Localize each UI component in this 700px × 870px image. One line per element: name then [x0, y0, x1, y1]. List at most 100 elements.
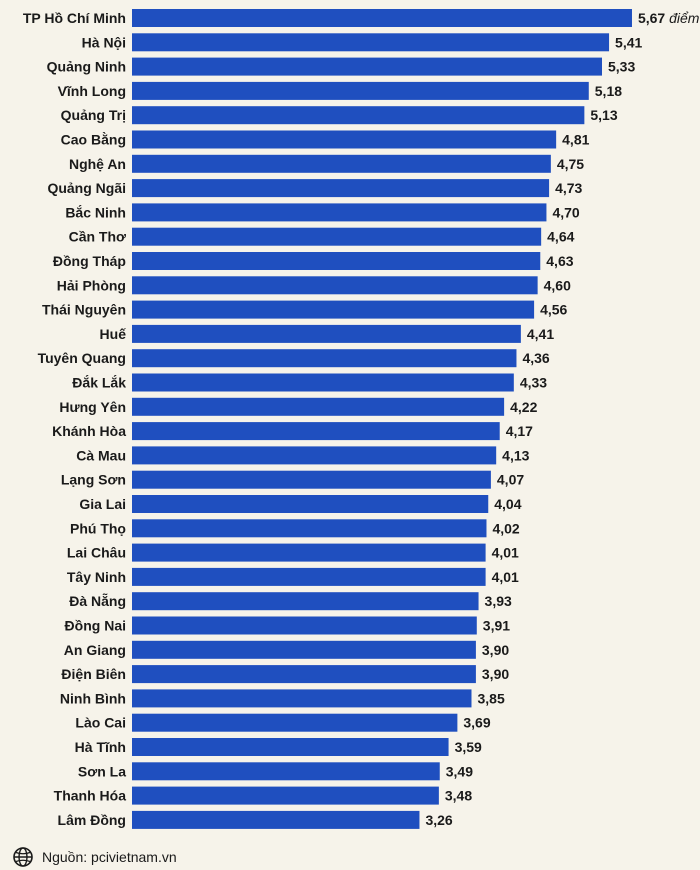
bar: [132, 397, 505, 416]
bar: [132, 495, 489, 513]
globe-icon: [13, 847, 33, 867]
value-label: 4,81: [562, 132, 589, 148]
category-label: Nghệ An: [69, 156, 126, 172]
bar: [132, 33, 610, 52]
bar: [132, 81, 589, 100]
value-label: 4,02: [492, 520, 519, 536]
bar: [132, 665, 476, 684]
category-label: Hưng Yên: [59, 399, 126, 415]
category-label: Thanh Hóa: [54, 788, 127, 804]
value-label: 4,41: [527, 326, 554, 342]
bar: [132, 227, 542, 246]
value-label: 3,48: [445, 788, 472, 804]
category-label: Hà Nội: [82, 34, 126, 50]
value-label: 4,73: [555, 180, 582, 196]
category-label: Quảng Ngãi: [47, 180, 126, 196]
bar: [132, 446, 497, 465]
bar: [132, 276, 538, 295]
value-label: 4,33: [520, 375, 547, 391]
bar: [132, 689, 472, 708]
value-label: 4,17: [506, 423, 533, 439]
category-label: Đắk Lắk: [72, 374, 126, 391]
category-label: Lâm Đồng: [58, 812, 126, 828]
value-label: 5,18: [595, 83, 622, 99]
category-label: Huế: [100, 326, 127, 342]
category-label: An Giang: [64, 642, 126, 658]
bar: [132, 519, 487, 538]
category-label: Gia Lai: [79, 496, 126, 512]
category-label: Lai Châu: [67, 545, 126, 561]
bar: [132, 252, 541, 270]
value-label: 4,01: [492, 545, 519, 561]
bar: [132, 179, 550, 198]
category-label: Bắc Ninh: [65, 203, 126, 220]
category-label: Khánh Hòa: [52, 423, 126, 439]
value-label: 4,60: [544, 277, 571, 293]
category-label: Vĩnh Long: [58, 83, 126, 99]
category-label: Hà Tĩnh: [75, 739, 126, 755]
category-label: Sơn La: [78, 763, 126, 779]
value-label: 3,69: [463, 715, 490, 731]
value-label: 5,13: [590, 107, 617, 123]
value-label: 5,67 điểm: [638, 10, 700, 26]
bar: [132, 567, 486, 586]
value-label: 3,49: [446, 763, 473, 779]
category-label: Quảng Trị: [61, 107, 126, 123]
category-label: Tuyên Quang: [38, 350, 126, 366]
bar: [132, 810, 420, 829]
value-label: 4,04: [494, 496, 521, 512]
bar: [132, 762, 440, 781]
bar: [132, 616, 477, 635]
value-label: 4,63: [546, 253, 573, 269]
value-label: 5,33: [608, 59, 635, 75]
bar: [132, 154, 551, 173]
category-label: Tây Ninh: [67, 569, 126, 585]
value-label: 4,56: [540, 302, 567, 318]
category-label: TP Hồ Chí Minh: [23, 10, 126, 26]
category-label: Ninh Bình: [60, 690, 126, 706]
bar: [132, 713, 458, 732]
bar: [132, 57, 602, 76]
bar: [132, 543, 486, 562]
value-label: 4,13: [502, 447, 529, 463]
value-label: 4,07: [497, 472, 524, 488]
category-label: Cao Bằng: [61, 131, 126, 148]
bar-chart: TP Hồ Chí Minh 5,67 điểm Hà Nội 5,41 Quảng N…: [23, 9, 700, 829]
bar: [132, 422, 500, 441]
value-label: 3,85: [477, 690, 504, 706]
category-label: Đồng Nai: [65, 618, 126, 634]
bar: [132, 130, 557, 149]
category-label: Đà Nẵng: [69, 592, 126, 609]
bar: [132, 324, 521, 343]
bar: [132, 203, 547, 222]
bar: [132, 640, 476, 659]
category-label: Cà Mau: [76, 447, 126, 463]
bar: [132, 349, 517, 368]
source-text: Nguồn: pcivietnam.vn: [42, 849, 177, 865]
value-label: 3,26: [425, 812, 452, 828]
bar: [132, 373, 514, 392]
value-label: 4,64: [547, 229, 574, 245]
value-label: 3,90: [482, 666, 509, 682]
category-label: Cần Thơ: [69, 229, 126, 245]
category-label: Quảng Ninh: [47, 59, 126, 75]
source-line: Nguồn: pcivietnam.vn: [12, 846, 177, 868]
value-label: 4,22: [510, 399, 537, 415]
category-label: Thái Nguyên: [42, 302, 126, 318]
bar: [132, 9, 632, 27]
category-label: Lào Cai: [75, 715, 126, 731]
bar: [132, 470, 491, 489]
bar: [132, 300, 535, 319]
value-unit: điểm: [665, 10, 700, 26]
bar: [132, 592, 479, 611]
value-label: 3,59: [455, 739, 482, 755]
bar: [132, 106, 585, 125]
category-label: Lạng Sơn: [61, 472, 126, 488]
value-label: 3,91: [483, 618, 510, 634]
bar: [132, 786, 439, 805]
category-label: Đồng Tháp: [53, 253, 126, 269]
value-label: 4,75: [557, 156, 584, 172]
category-label: Hải Phòng: [57, 277, 126, 293]
value-label: 4,01: [492, 569, 519, 585]
value-label: 5,41: [615, 34, 642, 50]
